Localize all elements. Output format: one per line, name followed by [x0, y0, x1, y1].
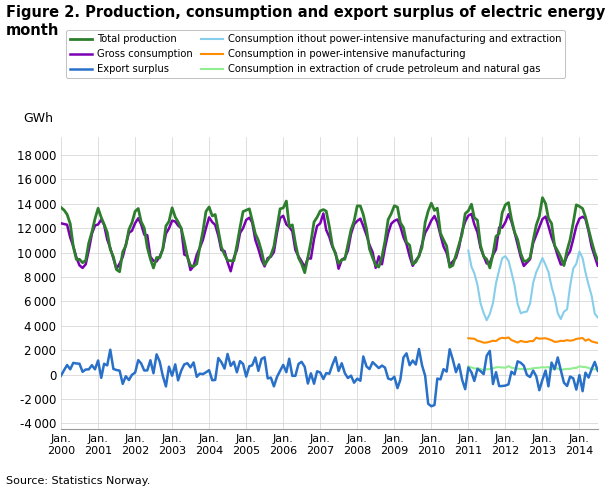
Text: Figure 2. Production, consumption and export surplus of electric energy per
mont: Figure 2. Production, consumption and ex… — [6, 5, 610, 39]
Text: GWh: GWh — [23, 112, 54, 125]
Text: Source: Statistics Norway.: Source: Statistics Norway. — [6, 476, 151, 486]
Legend: Total production, Gross consumption, Export surplus, Consumption ithout power-in: Total production, Gross consumption, Exp… — [66, 30, 565, 79]
